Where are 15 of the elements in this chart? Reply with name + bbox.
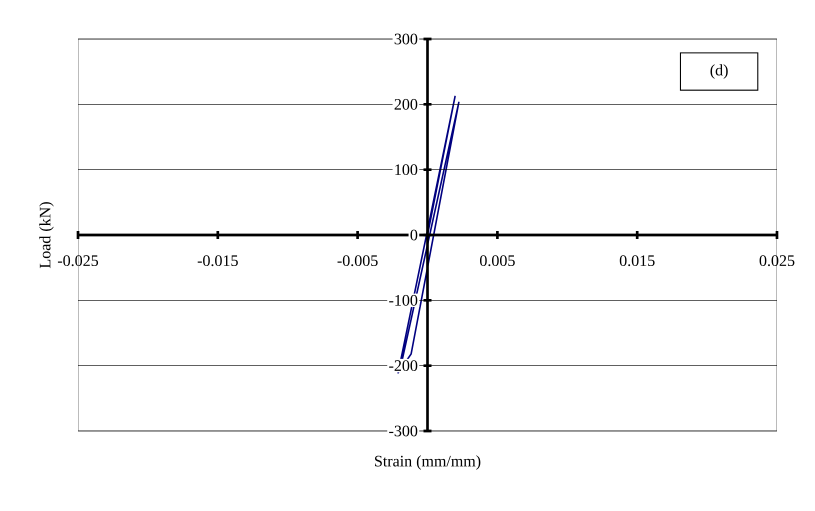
x-tick-label: -0.025 bbox=[58, 255, 98, 266]
y-tick-label: -300 bbox=[389, 426, 418, 436]
x-axis-title: Strain (mm/mm) bbox=[375, 455, 480, 470]
x-tick-label: 0.015 bbox=[620, 255, 655, 266]
y-tick-label: 100 bbox=[395, 164, 418, 176]
x-tick-label: -0.005 bbox=[338, 255, 378, 266]
y-tick-label: 300 bbox=[394, 34, 418, 44]
y-axis-title: Load (kN) bbox=[39, 202, 54, 268]
y-tick-label: 200 bbox=[394, 98, 418, 110]
annotation: (d) bbox=[710, 64, 728, 79]
x-tick-label: 0.025 bbox=[760, 255, 794, 266]
y-tick-label: -100 bbox=[389, 294, 418, 306]
x-tick-label: 0.005 bbox=[480, 255, 515, 266]
y-tick-label: 0 bbox=[410, 230, 418, 240]
x-tick-label: -0.015 bbox=[198, 255, 238, 266]
